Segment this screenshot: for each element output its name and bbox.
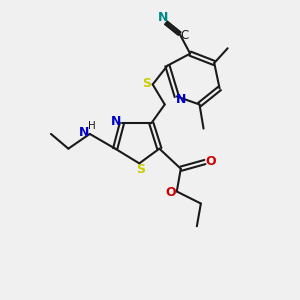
Text: H: H [88,122,96,131]
Text: N: N [79,126,89,139]
Text: S: S [136,163,145,176]
Text: O: O [166,186,176,199]
Text: S: S [142,76,151,90]
Text: C: C [180,29,188,42]
Text: N: N [111,116,122,128]
Text: N: N [176,93,186,106]
Text: O: O [205,155,215,168]
Text: N: N [158,11,168,24]
